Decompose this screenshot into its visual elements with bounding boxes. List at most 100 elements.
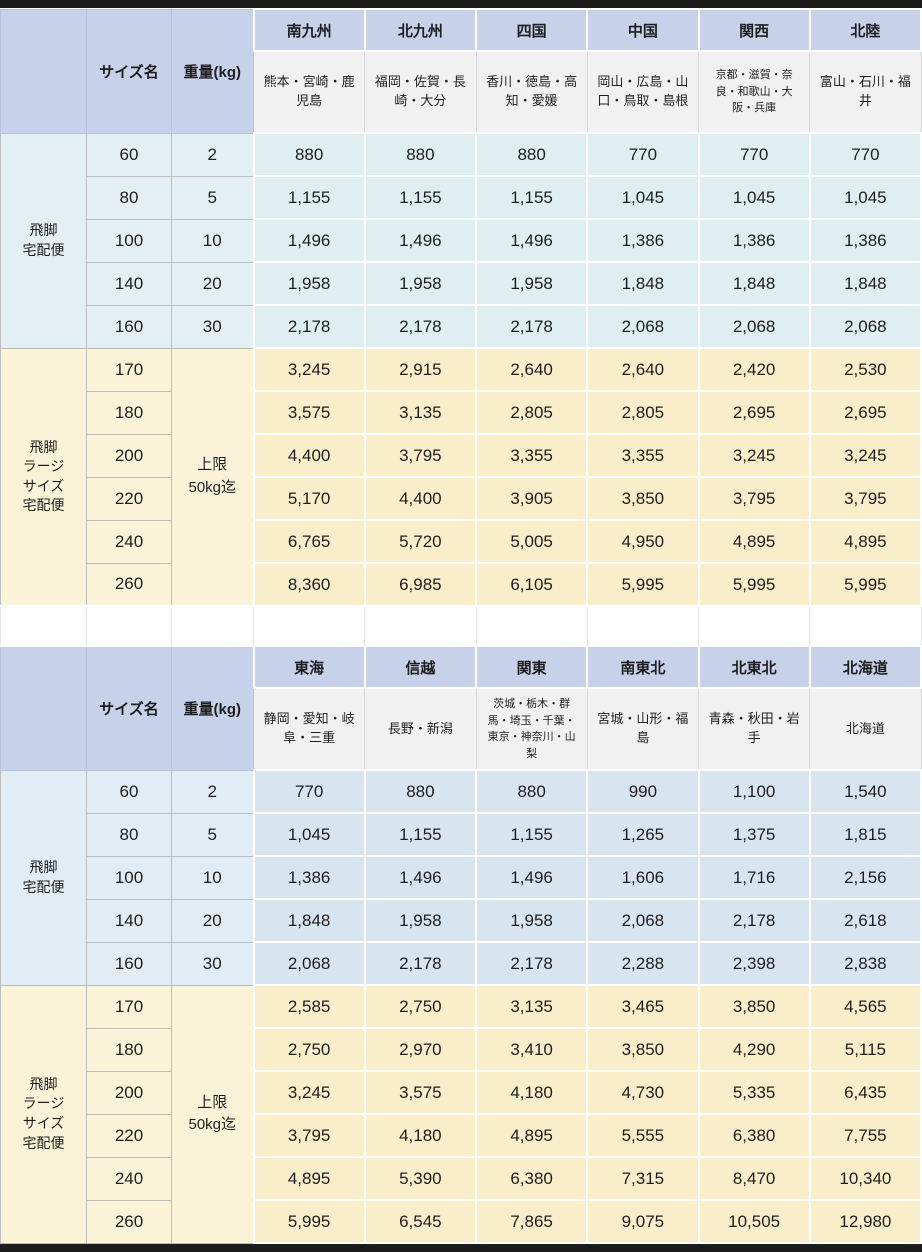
- rate-cell: 1,496: [363, 218, 478, 263]
- rate-row: 飛脚 宅配便 60 2 770 880 880 990 1,100 1,540: [0, 769, 922, 986]
- region-header: 北東北: [697, 645, 811, 689]
- rate-cell: 3,850: [586, 1027, 700, 1072]
- rate-cell: 3,575: [252, 390, 366, 435]
- rate-cell: 12,980: [808, 1199, 922, 1244]
- rate-row: 80 5 1,155 1,155 1,155 1,045 1,045 1,045: [1, 175, 922, 220]
- rate-cell: 880: [363, 132, 478, 177]
- gap-cell: [364, 605, 477, 647]
- corner-cell: [0, 8, 87, 134]
- rate-row: 240 4,895 5,390 6,380 7,315 8,470 10,340: [1, 1156, 922, 1201]
- rate-cell: 6,435: [808, 1070, 922, 1115]
- rate-row: 180 3,575 3,135 2,805 2,805 2,695 2,695: [1, 390, 922, 435]
- rate-cell: 5,995: [586, 562, 700, 607]
- rate-cell: 1,386: [586, 218, 700, 263]
- rate-cell: 770: [808, 132, 922, 177]
- rate-cell: 10,505: [697, 1199, 811, 1244]
- rate-cell: 3,410: [474, 1027, 589, 1072]
- rate-cell: 1,958: [252, 261, 366, 306]
- rate-cell: 3,850: [697, 984, 811, 1029]
- rate-cell: 4,400: [252, 433, 366, 478]
- size-cell: 260: [86, 1199, 172, 1244]
- region-header: 北陸: [808, 8, 922, 52]
- region-header: 北海道: [808, 645, 922, 689]
- region-header: 信越: [363, 645, 478, 689]
- rate-cell: 2,398: [697, 941, 811, 986]
- rate-cell: 8,470: [697, 1156, 811, 1201]
- gap-cell: [0, 605, 87, 647]
- gap-cell: [252, 605, 366, 647]
- rate-cell: 3,795: [697, 476, 811, 521]
- region-header: 南東北: [586, 645, 700, 689]
- region-header: 関西: [697, 8, 811, 52]
- size-cell: 160: [86, 304, 172, 349]
- rate-cell: 1,155: [363, 812, 478, 857]
- rate-cell: 2,068: [697, 304, 811, 349]
- rate-row: 100 10 1,496 1,496 1,496 1,386 1,386 1,386: [1, 218, 922, 263]
- service-label: 飛脚 宅配便: [0, 769, 87, 986]
- rate-cell: 2,585: [252, 984, 366, 1029]
- size-name-header: サイズ名: [86, 645, 172, 771]
- rate-cell: 1,958: [474, 898, 589, 943]
- rate-table: サイズ名 重量(kg) 南九州 北九州 四国 中国 関西 北陸 熊本・宮崎・鹿児島 福岡・佐賀・長…: [0, 8, 922, 1244]
- rate-cell: 1,386: [252, 855, 366, 900]
- rate-cell: 2,750: [363, 984, 478, 1029]
- rate-cell: 5,995: [808, 562, 922, 607]
- rate-cell: 7,315: [586, 1156, 700, 1201]
- service-label: 飛脚 宅配便: [0, 132, 87, 349]
- rate-cell: 6,765: [252, 519, 366, 564]
- rate-cell: 5,555: [586, 1113, 700, 1158]
- rate-cell: 6,545: [363, 1199, 478, 1244]
- rate-cell: 2,695: [697, 390, 811, 435]
- table-gap-row: [0, 605, 922, 647]
- rate-cell: 1,045: [586, 175, 700, 220]
- size-cell: 240: [86, 519, 172, 564]
- rate-cell: 5,995: [252, 1199, 366, 1244]
- rate-cell: 1,155: [252, 175, 366, 220]
- size-cell: 80: [86, 175, 172, 220]
- rate-cell: 2,805: [474, 390, 589, 435]
- weight-cell: 30: [171, 941, 254, 986]
- rate-cell: 6,985: [363, 562, 478, 607]
- rate-cell: 1,815: [808, 812, 922, 857]
- rate-cell: 6,380: [697, 1113, 811, 1158]
- region-header: 四国: [474, 8, 589, 52]
- rate-cell: 3,245: [808, 433, 922, 478]
- size-cell: 60: [86, 769, 172, 814]
- rate-cell: 2,640: [586, 347, 700, 392]
- rate-cell: 4,895: [697, 519, 811, 564]
- rate-cell: 4,895: [474, 1113, 589, 1158]
- size-cell: 180: [86, 390, 172, 435]
- rate-cell: 1,958: [363, 261, 478, 306]
- rate-cell: 4,290: [697, 1027, 811, 1072]
- rate-cell: 2,970: [363, 1027, 478, 1072]
- size-cell: 160: [86, 941, 172, 986]
- size-cell: 220: [86, 1113, 172, 1158]
- rate-cell: 2,915: [363, 347, 478, 392]
- rate-row: 240 6,765 5,720 5,005 4,950 4,895 4,895: [1, 519, 922, 564]
- rate-cell: 3,850: [586, 476, 700, 521]
- gap-cell: [475, 605, 588, 647]
- size-cell: 180: [86, 1027, 172, 1072]
- gap-cell: [697, 605, 811, 647]
- rate-cell: 1,606: [586, 855, 700, 900]
- rate-cell: 3,245: [252, 347, 366, 392]
- weight-header: 重量(kg): [171, 8, 254, 134]
- rate-cell: 4,400: [363, 476, 478, 521]
- prefecture-list: 香川・徳島・高知・愛媛: [475, 50, 588, 134]
- region-header: 関東: [474, 645, 589, 689]
- rate-cell: 1,045: [697, 175, 811, 220]
- prefecture-list: 福岡・佐賀・長崎・大分: [364, 50, 477, 134]
- top-border-bar: [0, 0, 922, 8]
- size-cell: 200: [86, 433, 172, 478]
- prefecture-list: 京都・滋賀・奈良・和歌山・大阪・兵庫: [697, 50, 811, 134]
- rate-cell: 2,838: [808, 941, 922, 986]
- rate-cell: 2,640: [474, 347, 589, 392]
- rate-row: 100 10 1,386 1,496 1,496 1,606 1,716 2,156: [1, 855, 922, 900]
- rate-row: 160 30 2,178 2,178 2,178 2,068 2,068 2,068: [1, 304, 922, 349]
- rate-cell: 1,848: [808, 261, 922, 306]
- rate-cell: 10,340: [808, 1156, 922, 1201]
- weight-header: 重量(kg): [171, 645, 254, 771]
- rate-cell: 2,178: [252, 304, 366, 349]
- weight-cell: 20: [171, 261, 254, 306]
